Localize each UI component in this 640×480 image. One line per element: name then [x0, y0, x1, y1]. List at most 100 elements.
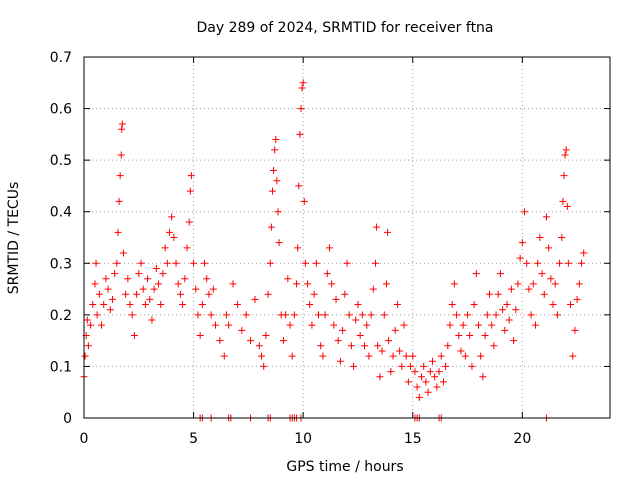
plot-frame: [83, 56, 611, 419]
data-point: [137, 259, 145, 267]
data-point: [98, 321, 106, 329]
data-point: [384, 228, 392, 236]
data-point: [118, 125, 126, 133]
data-point: [527, 311, 535, 319]
data-point: [464, 311, 472, 319]
data-point: [499, 306, 507, 314]
data-point: [580, 249, 588, 257]
data-point: [468, 362, 476, 370]
data-point: [358, 311, 366, 319]
data-point: [260, 362, 268, 370]
data-point: [266, 259, 274, 267]
data-point: [391, 326, 399, 334]
data-point: [102, 275, 110, 283]
data-point: [387, 368, 395, 376]
data-point: [490, 342, 498, 350]
data-point: [183, 244, 191, 252]
data-point: [247, 337, 255, 345]
data-point: [531, 321, 539, 329]
data-point: [455, 331, 463, 339]
data-point: [212, 321, 219, 329]
data-point: [299, 79, 307, 87]
data-point: [336, 357, 344, 365]
data-point: [525, 285, 533, 293]
x-tick-label: 15: [404, 431, 422, 447]
data-point: [126, 301, 134, 309]
data-point: [503, 301, 511, 309]
data-point: [148, 316, 156, 324]
data-point: [258, 352, 266, 360]
data-point: [163, 259, 171, 267]
data-point: [270, 166, 278, 174]
data-point: [472, 270, 480, 278]
data-point: [479, 373, 487, 381]
data-point: [115, 197, 123, 205]
data-point: [310, 290, 318, 298]
data-point: [220, 352, 228, 360]
data-point: [350, 362, 358, 370]
data-point: [345, 311, 353, 319]
data-point: [133, 290, 141, 298]
data-point: [542, 213, 550, 221]
y-tick-label: 0.5: [50, 153, 72, 169]
data-point: [319, 352, 327, 360]
data-point: [104, 285, 112, 293]
data-point: [114, 228, 122, 236]
data-point: [146, 295, 154, 303]
data-point: [222, 311, 230, 319]
data-point: [95, 290, 103, 298]
data-point: [304, 280, 312, 288]
data-point: [284, 275, 292, 283]
data-point: [575, 280, 583, 288]
data-point: [534, 259, 542, 267]
data-point: [279, 337, 287, 345]
data-point: [385, 337, 393, 345]
data-point: [501, 326, 509, 334]
data-point: [339, 326, 347, 334]
data-point: [365, 352, 373, 360]
data-point: [290, 311, 298, 319]
data-point: [209, 285, 217, 293]
data-point: [446, 321, 454, 329]
data-point: [205, 290, 213, 298]
data-point: [393, 301, 401, 309]
data-point: [271, 146, 279, 154]
data-point: [264, 290, 272, 298]
data-point: [371, 259, 379, 267]
data-point: [116, 172, 124, 180]
data-point: [296, 130, 304, 138]
data-point: [172, 259, 180, 267]
data-point: [196, 331, 204, 339]
data-point: [352, 316, 360, 324]
data-point: [334, 337, 342, 345]
data-point: [83, 316, 91, 324]
data-point: [181, 275, 189, 283]
data-point: [496, 270, 504, 278]
data-point: [418, 373, 426, 381]
data-point: [185, 218, 193, 226]
data-point: [547, 275, 555, 283]
data-point: [152, 264, 160, 272]
data-point: [294, 244, 302, 252]
data-point: [356, 331, 364, 339]
data-point: [559, 197, 567, 205]
data-point: [521, 208, 529, 216]
data-point: [396, 347, 404, 355]
data-point: [174, 280, 182, 288]
data-point: [494, 290, 502, 298]
data-point: [354, 301, 362, 309]
data-point: [117, 151, 125, 159]
data-point: [330, 321, 338, 329]
data-point: [439, 378, 447, 386]
data-point: [255, 342, 263, 350]
data-point: [558, 234, 566, 241]
data-point: [378, 347, 386, 355]
data-point: [297, 105, 305, 113]
data-point: [194, 311, 202, 319]
data-point: [301, 259, 309, 267]
data-point: [274, 208, 282, 216]
data-point: [282, 311, 290, 319]
data-point: [135, 270, 143, 278]
